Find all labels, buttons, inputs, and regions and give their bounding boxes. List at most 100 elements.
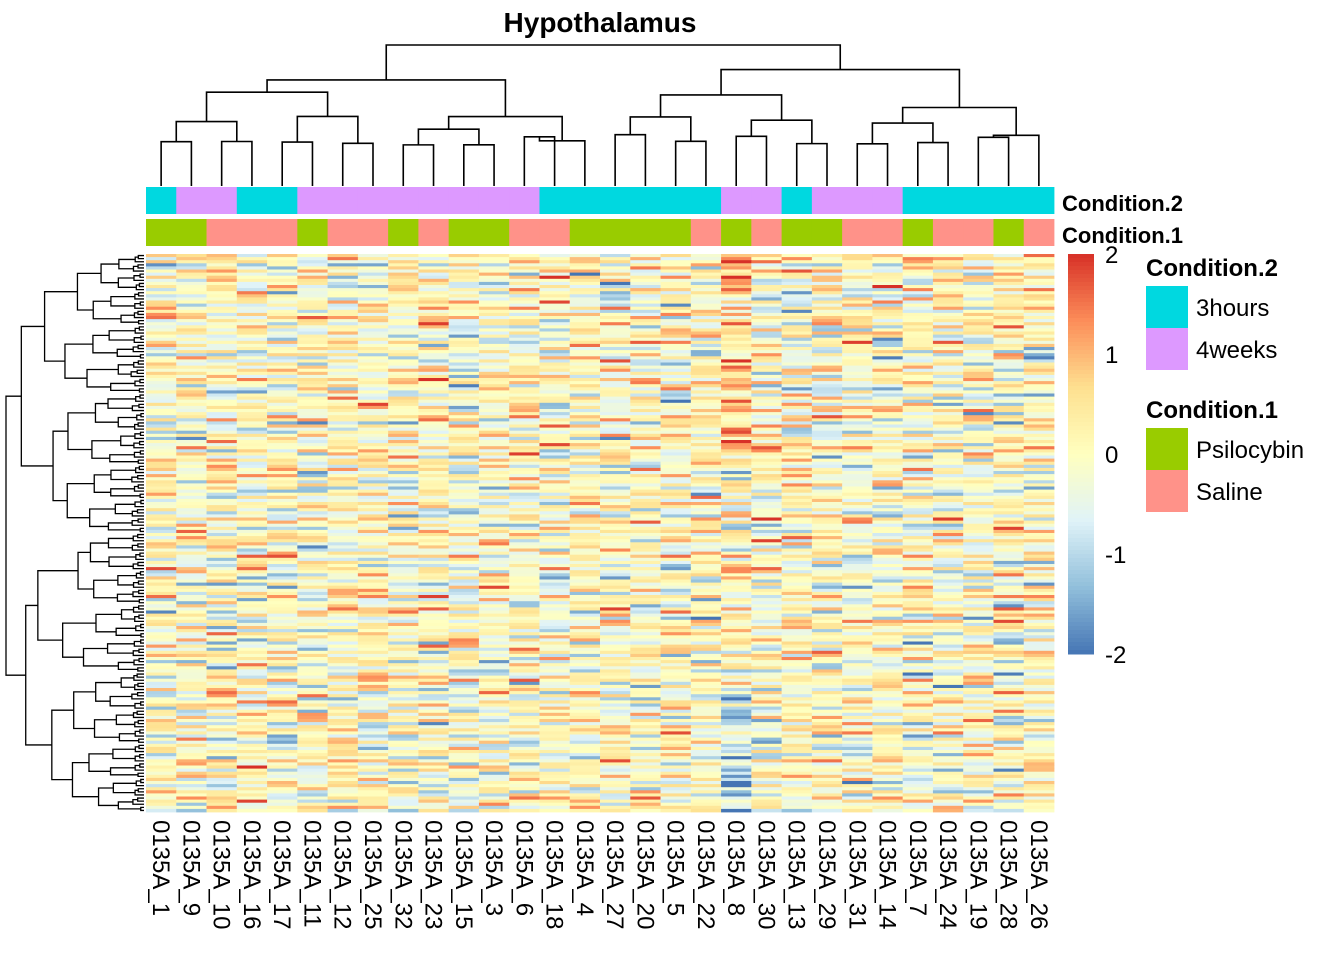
heatmap-cell — [630, 316, 661, 320]
annotation-cell-condition-2 — [146, 187, 177, 214]
heatmap-cell — [1023, 560, 1055, 565]
heatmap-cell — [781, 560, 813, 565]
heatmap-cell — [146, 641, 177, 645]
heatmap-cell — [721, 688, 752, 692]
heatmap-cell — [690, 697, 722, 701]
heatmap-cell — [146, 675, 177, 680]
heatmap-cell — [600, 678, 631, 683]
heatmap-cell — [721, 579, 752, 583]
annotation-cell-condition-2 — [176, 187, 207, 214]
heatmap-cell — [176, 647, 207, 652]
heatmap-cell — [509, 285, 540, 289]
heatmap-cell — [267, 728, 298, 732]
heatmap-cell — [478, 433, 510, 438]
heatmap-cell — [539, 706, 571, 711]
heatmap-cell — [630, 294, 661, 298]
dendrogram-branch — [137, 459, 144, 464]
heatmap-cell — [388, 387, 419, 391]
heatmap-cell — [660, 725, 692, 729]
heatmap-cell — [751, 275, 782, 280]
heatmap-cell — [206, 421, 238, 425]
heatmap-cell — [660, 443, 692, 447]
heatmap-cell — [630, 688, 661, 692]
heatmap-cell — [902, 684, 934, 689]
heatmap-cell — [872, 709, 904, 714]
heatmap-cell — [781, 542, 813, 546]
heatmap-cell — [569, 436, 601, 441]
heatmap-cell — [872, 573, 904, 577]
heatmap-cell — [600, 269, 631, 273]
heatmap-cell — [267, 557, 298, 562]
heatmap-cell — [1023, 328, 1055, 332]
heatmap-cell — [600, 362, 631, 366]
heatmap-cell — [418, 703, 450, 707]
heatmap-cell — [690, 731, 722, 735]
heatmap-cell — [388, 598, 419, 602]
heatmap-cell — [176, 347, 207, 351]
heatmap-cell — [509, 443, 540, 447]
heatmap-cell — [690, 684, 722, 689]
heatmap-cell — [297, 378, 328, 382]
dendrogram-branch — [139, 394, 144, 399]
heatmap-cell — [478, 554, 510, 559]
heatmap-cell — [236, 374, 268, 379]
heatmap-cell — [932, 706, 964, 711]
heatmap-cell — [600, 294, 631, 298]
heatmap-cell — [872, 560, 904, 565]
heatmap-cell — [388, 641, 419, 645]
heatmap-cell — [297, 672, 328, 676]
dendrogram-branch — [132, 712, 144, 719]
heatmap-cell — [600, 325, 631, 329]
heatmap-cell — [388, 272, 419, 277]
row-dendrogram — [5, 254, 144, 812]
heatmap-cell — [842, 443, 873, 447]
heatmap-cell — [388, 461, 419, 466]
heatmap-cell — [963, 384, 994, 388]
heatmap-cell — [236, 294, 268, 298]
heatmap-cell — [781, 585, 813, 590]
heatmap-cell — [176, 443, 207, 447]
heatmap-cell — [539, 508, 571, 512]
heatmap-cell — [388, 520, 419, 525]
heatmap-cell — [388, 263, 419, 267]
heatmap-cell — [509, 393, 540, 397]
heatmap-cell — [146, 601, 177, 605]
heatmap-cell — [721, 526, 752, 531]
heatmap-cell — [932, 291, 964, 295]
heatmap-cell — [781, 353, 813, 357]
heatmap-cell — [448, 312, 480, 317]
annotation-cell-condition-2 — [751, 187, 782, 214]
heatmap-cell — [902, 275, 934, 280]
heatmap-cell — [176, 722, 207, 726]
heatmap-cell — [448, 374, 480, 379]
heatmap-cell — [660, 402, 692, 407]
heatmap-cell — [811, 343, 843, 348]
heatmap-cell — [267, 281, 298, 286]
heatmap-cell — [539, 635, 571, 639]
heatmap-cell — [236, 443, 268, 447]
heatmap-cell — [236, 660, 268, 664]
heatmap-cell — [660, 678, 692, 683]
heatmap-cell — [388, 278, 419, 283]
heatmap-cell — [509, 502, 540, 506]
heatmap-cell — [872, 613, 904, 618]
heatmap-cell — [327, 657, 359, 661]
heatmap-cell — [176, 570, 207, 574]
heatmap-cell — [357, 591, 389, 596]
heatmap-cell — [932, 390, 964, 394]
heatmap-cell — [176, 359, 207, 363]
heatmap-cell — [932, 523, 964, 528]
heatmap-cell — [176, 312, 207, 317]
heatmap-cell — [388, 517, 419, 521]
heatmap-cell — [630, 440, 661, 444]
heatmap-cell — [418, 619, 450, 624]
heatmap-cell — [1023, 539, 1055, 543]
heatmap-cell — [811, 334, 843, 339]
heatmap-cell — [811, 430, 843, 435]
heatmap-cell — [872, 312, 904, 317]
heatmap-cell — [932, 254, 964, 258]
heatmap-cell — [630, 443, 661, 447]
heatmap-cell — [842, 694, 873, 698]
heatmap-cell — [902, 498, 934, 503]
heatmap-cell — [842, 368, 873, 373]
